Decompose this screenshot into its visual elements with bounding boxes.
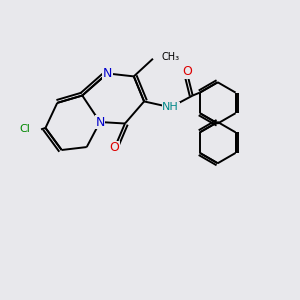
Text: N: N	[103, 67, 112, 80]
Text: O: O	[182, 65, 192, 79]
Text: N: N	[95, 116, 105, 128]
Text: NH: NH	[162, 102, 179, 112]
Text: Cl: Cl	[20, 124, 30, 134]
Text: O: O	[110, 141, 120, 154]
Text: CH₃: CH₃	[162, 52, 180, 62]
